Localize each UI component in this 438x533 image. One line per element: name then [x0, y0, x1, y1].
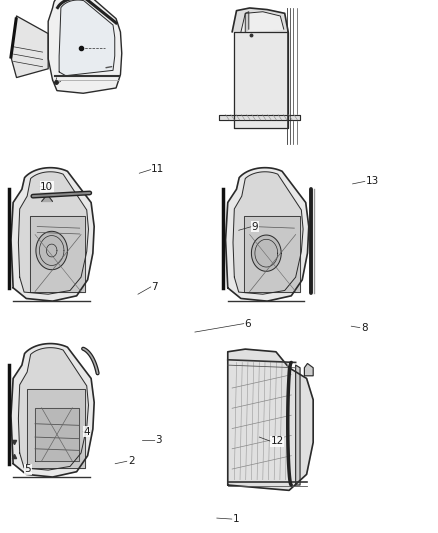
Polygon shape — [48, 0, 122, 93]
Polygon shape — [245, 12, 249, 32]
Text: 9: 9 — [252, 222, 258, 231]
Polygon shape — [233, 172, 303, 294]
Polygon shape — [228, 349, 313, 490]
Polygon shape — [35, 408, 79, 461]
Polygon shape — [11, 344, 94, 477]
Polygon shape — [11, 16, 48, 77]
Polygon shape — [18, 348, 88, 470]
Text: 2: 2 — [128, 456, 134, 466]
Polygon shape — [244, 216, 300, 292]
Text: 8: 8 — [361, 323, 367, 333]
Polygon shape — [251, 235, 281, 271]
Text: 3: 3 — [155, 435, 162, 445]
Text: 6: 6 — [244, 319, 251, 328]
Text: 12: 12 — [271, 437, 284, 446]
Polygon shape — [241, 12, 284, 32]
Polygon shape — [27, 389, 85, 468]
Polygon shape — [30, 216, 85, 292]
Text: 11: 11 — [151, 165, 164, 174]
Polygon shape — [18, 172, 88, 294]
Text: 4: 4 — [83, 427, 90, 437]
Text: 10: 10 — [40, 182, 53, 191]
Polygon shape — [219, 115, 300, 120]
Text: 1: 1 — [233, 514, 240, 524]
Polygon shape — [232, 8, 288, 32]
Polygon shape — [226, 168, 309, 301]
Polygon shape — [59, 0, 115, 76]
Text: 7: 7 — [151, 282, 158, 292]
Polygon shape — [234, 32, 288, 128]
Polygon shape — [36, 231, 67, 270]
Polygon shape — [42, 195, 53, 201]
Polygon shape — [296, 365, 300, 485]
Polygon shape — [304, 364, 313, 376]
Text: 13: 13 — [366, 176, 379, 186]
Text: 5: 5 — [25, 464, 31, 474]
Polygon shape — [11, 168, 94, 301]
